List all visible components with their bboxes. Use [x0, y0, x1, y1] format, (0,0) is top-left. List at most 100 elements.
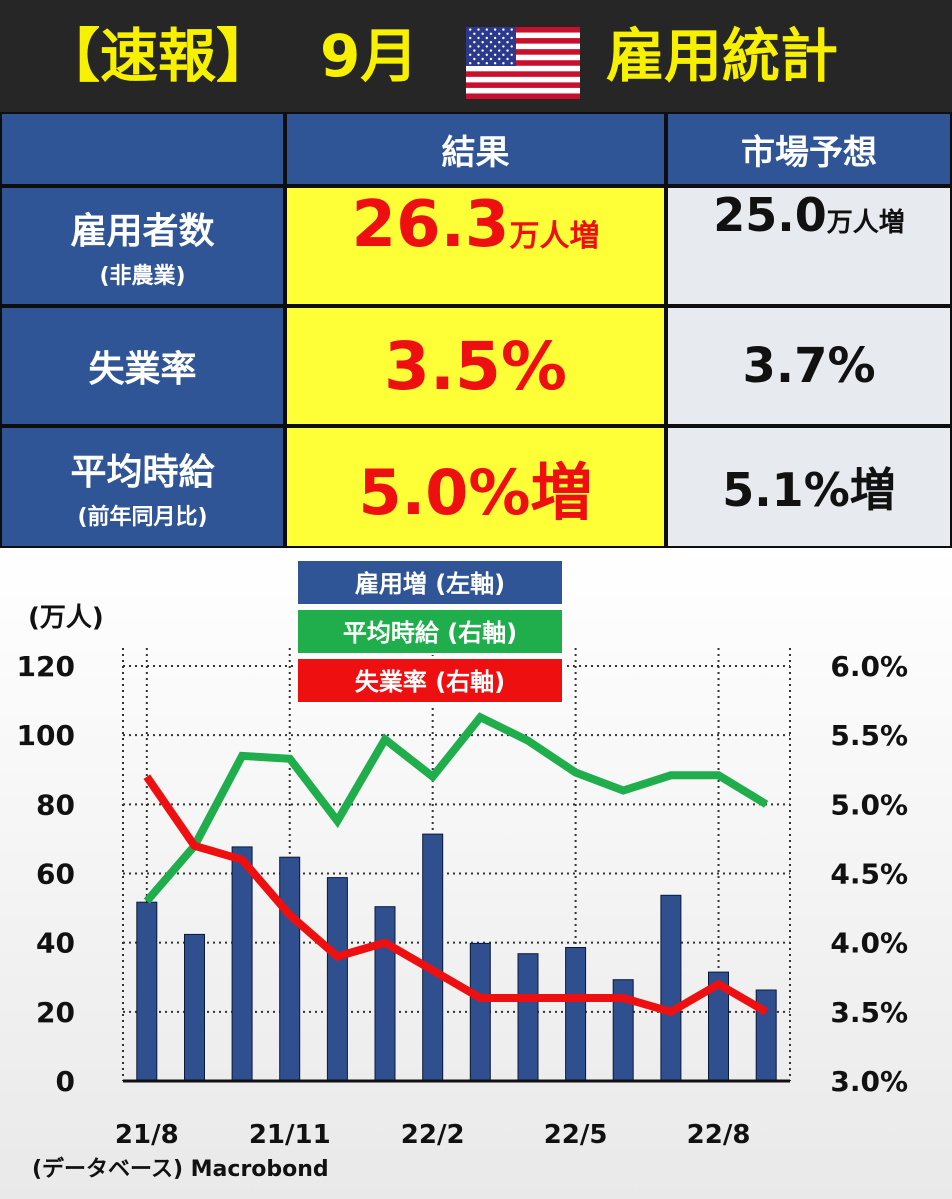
- flag-star: [493, 28, 497, 31]
- y-left-tick-label: 120: [17, 650, 75, 683]
- column-header-forecast: 市場予想: [668, 114, 950, 184]
- y-left-tick-label: 80: [36, 788, 75, 821]
- result-value: 5.0%増: [358, 456, 593, 529]
- flag-star: [469, 28, 472, 31]
- row-sublabel-text: (前年同月比): [77, 505, 208, 530]
- flag-star: [506, 49, 509, 52]
- y-right-tick-label: 3.5%: [830, 996, 908, 1029]
- x-tick-label: 21/8: [115, 1120, 179, 1150]
- bar: [374, 906, 396, 1082]
- legend-box: [296, 657, 564, 704]
- flag-star: [502, 53, 505, 56]
- flag-star: [506, 57, 509, 61]
- forecast-value: 25.0: [713, 188, 827, 242]
- flag-star: [498, 57, 501, 61]
- forecast-value: 3.7%: [742, 338, 876, 394]
- x-tick-label: 21/11: [249, 1120, 331, 1150]
- flag-stripe: [466, 49, 580, 55]
- flag-star: [510, 53, 513, 56]
- flag-star: [481, 49, 484, 52]
- flag-stripe: [466, 27, 580, 33]
- legend-label: 平均時給 (右軸): [343, 619, 517, 647]
- us-flag-icon: [466, 27, 580, 99]
- y-right-tick-label: 4.0%: [830, 927, 908, 960]
- y-left-tick-label: 0: [56, 1065, 75, 1098]
- flag-star: [469, 62, 472, 65]
- legend-label: 雇用増 (左軸): [355, 570, 505, 598]
- flag-star: [469, 36, 472, 40]
- flag-star: [502, 36, 505, 40]
- source-note: (データベース) Macrobond: [32, 1156, 329, 1182]
- y-right-tick-label: 6.0%: [830, 650, 908, 683]
- row-label-text: 雇用者数: [70, 211, 215, 252]
- flag-star: [473, 57, 476, 61]
- flag-stripe: [466, 38, 580, 44]
- flag-star: [510, 36, 513, 40]
- y-right-tick-label: 4.5%: [830, 858, 908, 891]
- row-label-text: 平均時給: [70, 452, 215, 493]
- x-tick-label: 22/2: [401, 1120, 465, 1150]
- y-left-tick-label: 40: [36, 927, 75, 960]
- y-left-unit-label: (万人): [28, 603, 104, 633]
- row-label-wages: 平均時給 (前年同月比): [2, 428, 283, 546]
- bar: [326, 877, 348, 1082]
- result-unemployment: 3.5%: [287, 308, 664, 424]
- flag-star: [506, 41, 509, 44]
- table-corner-cell: [2, 114, 283, 184]
- flag-star: [481, 32, 484, 35]
- flag-star: [510, 45, 513, 48]
- combo-chart: 0 20 40 60 80 100 120 3.0% 3.5% 4.0% 4.5% 5.0% 5.5% 6…: [0, 548, 952, 1199]
- x-tick-label: 22/5: [544, 1120, 608, 1150]
- flag-star: [477, 28, 480, 31]
- result-unit: 万人増: [509, 219, 600, 254]
- y-right-tick-label: 5.0%: [830, 788, 908, 821]
- flag-star: [481, 41, 484, 44]
- flag-star: [498, 41, 501, 44]
- forecast-wages: 5.1%増: [668, 428, 950, 546]
- series-line: [143, 712, 769, 904]
- flag-stripe: [466, 60, 580, 66]
- flag-star: [493, 45, 497, 48]
- title-month: 9月: [320, 22, 419, 90]
- flag-stripe: [466, 82, 580, 88]
- flag-star: [477, 36, 480, 40]
- title-main: 雇用統計: [606, 22, 839, 90]
- flag-star: [510, 62, 513, 65]
- row-label-unemployment: 失業率: [2, 308, 283, 424]
- y-right-tick-label: 5.5%: [830, 719, 908, 752]
- flag-star: [502, 28, 505, 31]
- flag-star: [477, 45, 480, 48]
- title-banner: 【速報】 9月 雇用統計: [0, 0, 952, 112]
- flag-star: [502, 45, 505, 48]
- flag-stripe: [466, 93, 580, 99]
- flag-star: [510, 28, 513, 31]
- flag-star: [473, 49, 476, 52]
- flag-star: [469, 53, 472, 56]
- flag-star: [489, 41, 493, 44]
- forecast-value: 5.1%増: [722, 463, 896, 517]
- row-label-text: 失業率: [88, 349, 197, 390]
- flag-star: [498, 49, 501, 52]
- results-table: 結果 市場予想 雇用者数 (非農業) 26.3 万人増 25.0 万人増 失業率…: [0, 112, 952, 548]
- result-value: 26.3: [351, 188, 510, 262]
- bar: [231, 846, 253, 1082]
- flag-stripe: [466, 71, 580, 77]
- legend-box: [296, 559, 564, 606]
- legend-label: 失業率 (右軸): [355, 668, 505, 696]
- forecast-unemployment: 3.7%: [668, 308, 950, 424]
- y-left-tick-label: 20: [36, 996, 75, 1029]
- result-value: 3.5%: [383, 327, 568, 405]
- flag-star: [489, 57, 493, 61]
- bar: [565, 947, 587, 1082]
- flag-star: [485, 28, 488, 31]
- flag-star: [498, 32, 501, 35]
- flag-star: [493, 53, 497, 56]
- flag-star: [485, 36, 488, 40]
- bar: [517, 953, 539, 1082]
- chart-plot: 0 20 40 60 80 100 120 3.0% 3.5% 4.0% 4.5% 5.0% 5.5% 6…: [17, 559, 908, 1182]
- result-wages: 5.0%増: [287, 428, 664, 546]
- bar: [279, 856, 301, 1082]
- flag-star: [489, 32, 493, 35]
- forecast-unit: 万人増: [826, 208, 905, 238]
- bar: [469, 942, 491, 1082]
